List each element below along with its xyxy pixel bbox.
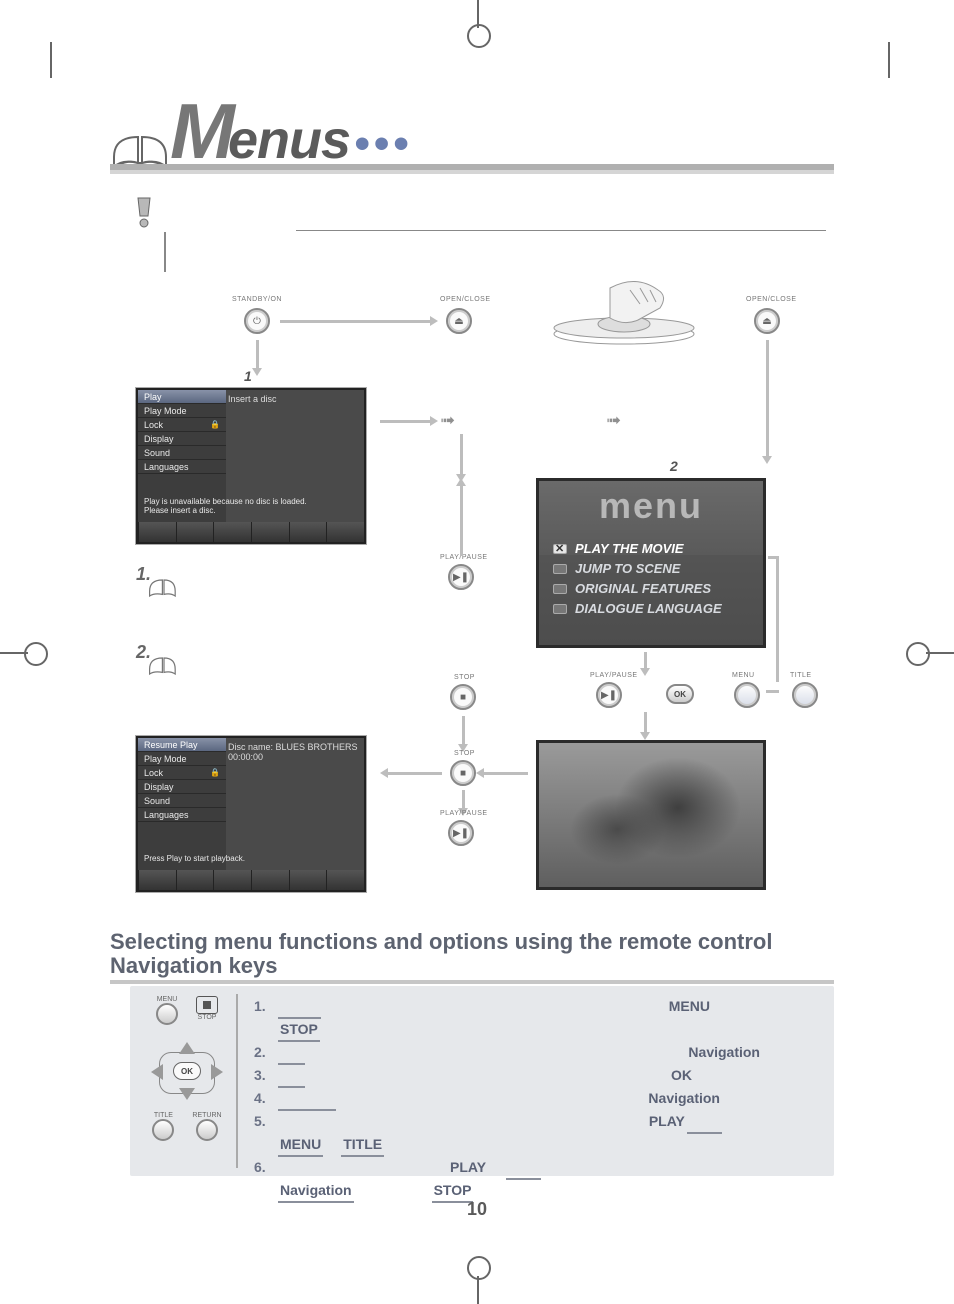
- menu-item: Lock🔒: [138, 766, 226, 780]
- step-row: 1. MENU: [254, 996, 822, 1019]
- arrow-icon: [380, 420, 430, 423]
- navigation-pad-icon: OK: [147, 1036, 227, 1106]
- arrow-icon: [644, 652, 647, 668]
- step-row: 3. OK: [254, 1065, 822, 1088]
- arrow-continue-icon: ➟: [440, 410, 455, 431]
- menu-item: Sound: [138, 794, 226, 808]
- screen-message: Play is unavailable because no disc is l…: [144, 497, 358, 516]
- stop-button-icon: ■: [450, 684, 476, 710]
- arrow-icon: [280, 320, 430, 323]
- instruction-list: 1. MENU STOP 2. Navigation 3. OK: [254, 996, 822, 1203]
- label-playpause: PLAY/PAUSE: [590, 672, 638, 679]
- remote-illustration: MENU STOP OK TITLE RETURN: [138, 994, 238, 1168]
- label-playpause: PLAY/PAUSE: [440, 810, 488, 817]
- ok-button-icon: OK: [666, 684, 694, 704]
- label-standby: STANDBY/ON: [232, 296, 282, 303]
- lock-icon: 🔒: [210, 420, 220, 429]
- arrow-icon: [462, 790, 465, 808]
- label-openclose: OPEN/CLOSE: [440, 296, 491, 303]
- menu-item: Resume Play: [138, 738, 226, 752]
- menu-item: Languages: [138, 460, 226, 474]
- step-1-icon: 1.: [140, 568, 180, 602]
- arrow-icon: [460, 434, 463, 474]
- screen-message: Press Play to start playback.: [144, 854, 358, 864]
- dvd-menu-item: PLAY THE MOVIE: [553, 541, 684, 556]
- playpause-button-icon: ▶❚: [448, 564, 474, 590]
- player-menu-screenshot-1: Play Play Mode Lock🔒 Display Sound Langu…: [136, 388, 366, 544]
- openclose-button-icon: ⏏: [754, 308, 780, 334]
- connector: [766, 690, 779, 693]
- arrow-icon: [388, 772, 442, 775]
- arrow-icon: [462, 716, 465, 744]
- menu-item: Languages: [138, 808, 226, 822]
- arrow-icon: [256, 340, 259, 368]
- playpause-button-icon: ▶❚: [448, 820, 474, 846]
- movie-playback-screenshot: [536, 740, 766, 890]
- title-dots: •••: [354, 119, 412, 169]
- title-rule: [110, 164, 834, 174]
- section-heading: Selecting menu functions and options usi…: [110, 930, 772, 978]
- openclose-button-icon: ⏏: [446, 308, 472, 334]
- menu-button-icon: [156, 1003, 178, 1025]
- menu-item: Display: [138, 432, 226, 446]
- connector: [776, 556, 779, 682]
- stop-button-icon: [196, 996, 218, 1014]
- menu-item: Play Mode: [138, 752, 226, 766]
- menu-item: Play: [138, 390, 226, 404]
- dvd-menu-item: JUMP TO SCENE: [553, 561, 680, 576]
- step-row: 2. Navigation: [254, 1042, 822, 1065]
- menu-item: Play Mode: [138, 404, 226, 418]
- arrow-continue-icon: ➟: [606, 410, 621, 431]
- exclamation-icon: [132, 196, 160, 228]
- diagram-number-2: 2: [670, 458, 678, 474]
- step-row: 6. PLAY: [254, 1157, 822, 1180]
- label-playpause: PLAY/PAUSE: [440, 554, 488, 561]
- dvd-disc-menu-screenshot: menu PLAY THE MOVIE JUMP TO SCENE ORIGIN…: [536, 478, 766, 648]
- step-row: 5. PLAY: [254, 1111, 822, 1134]
- rule: [296, 230, 826, 231]
- stop-button-icon: ■: [450, 760, 476, 786]
- hand-tray-illustration: [540, 278, 720, 348]
- rule: [164, 232, 166, 272]
- arrow-icon: [484, 772, 528, 775]
- step-row-cont: STOP: [278, 1019, 822, 1042]
- page-number: 10: [0, 1199, 954, 1220]
- menu-button-icon: [734, 682, 760, 708]
- label-openclose-2: OPEN/CLOSE: [746, 296, 797, 303]
- menu-item: Sound: [138, 446, 226, 460]
- label-stop: STOP: [454, 750, 475, 757]
- label-title: TITLE: [790, 672, 812, 679]
- menu-item: Lock🔒: [138, 418, 226, 432]
- step-row-cont: MENU TITLE: [278, 1134, 822, 1157]
- heading-rule: [110, 980, 834, 984]
- player-menu-screenshot-2: Resume Play Play Mode Lock🔒 Display Soun…: [136, 736, 366, 892]
- title-rest: enus: [228, 109, 350, 171]
- title-button-icon: [792, 682, 818, 708]
- menu-item: Display: [138, 780, 226, 794]
- standby-button-icon: ⏻: [244, 308, 270, 334]
- instruction-panel: MENU STOP OK TITLE RETURN 1. MENU STOP 2…: [130, 986, 834, 1176]
- label-stop: STOP: [454, 674, 475, 681]
- arrow-icon: [460, 486, 463, 556]
- lock-icon: 🔒: [210, 768, 220, 777]
- dvd-menu-item: ORIGINAL FEATURES: [553, 581, 711, 596]
- diagram-number-1: 1: [244, 368, 252, 384]
- connector: [768, 556, 779, 559]
- screen-right-text: Insert a disc: [228, 394, 360, 404]
- title-initial: M: [170, 100, 234, 162]
- step-2-icon: 2.: [140, 646, 180, 680]
- screen-right-text: Disc name: BLUES BROTHERS 00:00:00: [228, 742, 360, 762]
- dvd-menu-item: DIALOGUE LANGUAGE: [553, 601, 722, 616]
- page-title: M enus •••: [110, 100, 834, 171]
- step-row: 4. Navigation: [254, 1088, 822, 1111]
- return-button-icon: [196, 1119, 218, 1141]
- title-button-icon: [152, 1119, 174, 1141]
- dvd-menu-watermark: menu: [539, 485, 763, 527]
- playpause-button-icon: ▶❚: [596, 682, 622, 708]
- arrow-icon: [766, 340, 769, 456]
- label-menu: MENU: [732, 672, 755, 679]
- arrow-icon: [644, 712, 647, 732]
